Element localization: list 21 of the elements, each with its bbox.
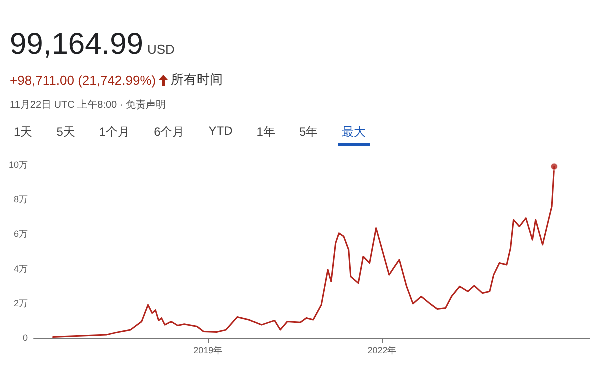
text: 最大 — [338, 122, 370, 146]
text: 1个月 — [98, 124, 132, 141]
chart-subtitle: USD — [147, 42, 175, 57]
text: 1天 — [13, 124, 34, 141]
text: +98,711.00 (21,742.99%) — [10, 72, 156, 88]
text: YTD — [208, 123, 234, 140]
text: 5年 — [298, 124, 320, 141]
text: 11月22日 UTC 上午8:00 · 免责声明 — [10, 98, 166, 112]
text: 所有时间 — [171, 71, 224, 89]
y-tick-label: 4万 — [14, 264, 28, 274]
y-tick-label: 10万 — [8, 160, 28, 170]
y-tick-label: 6万 — [14, 229, 28, 240]
x-tick-label: 2019年 — [194, 346, 223, 356]
x-tick-label: 2022年 — [368, 346, 397, 356]
y-tick-label: 8万 — [14, 194, 28, 205]
y-tick-label: 2万 — [14, 298, 28, 308]
y-tick-label: 0 — [22, 333, 28, 343]
text: 1年 — [256, 124, 276, 141]
text: 6个月 — [153, 124, 186, 141]
chart-title: 99,164.99 — [10, 28, 144, 61]
text: 5天 — [56, 124, 76, 141]
